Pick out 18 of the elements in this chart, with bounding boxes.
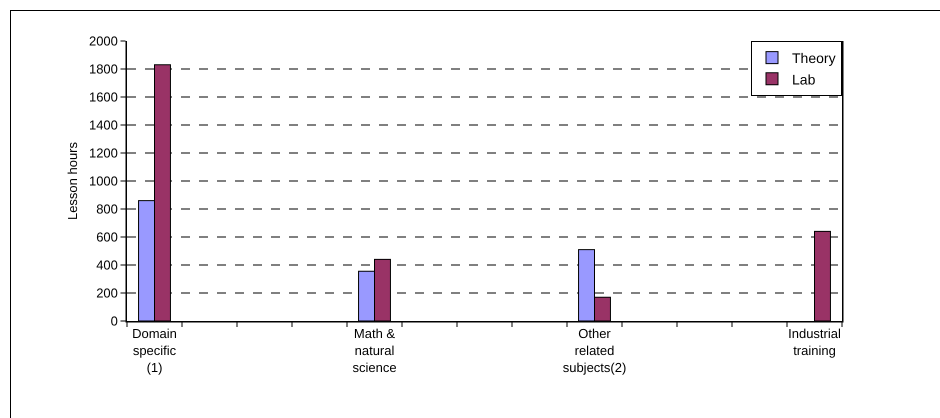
y-tick-label: 1000 xyxy=(88,174,118,189)
y-tick-label: 0 xyxy=(110,314,118,329)
y-tick-label: 1200 xyxy=(88,146,118,161)
x-tick-label: Industrial training xyxy=(788,326,841,358)
y-tick-label: 1400 xyxy=(88,118,118,133)
y-tick-label: 1800 xyxy=(88,62,118,77)
y-tick-label: 600 xyxy=(96,230,118,245)
y-tick-label: 800 xyxy=(96,202,118,217)
y-tick-label: 200 xyxy=(96,286,118,301)
x-tick-label: Math & natural science xyxy=(352,326,397,375)
x-tick-label: Domain specific (1) xyxy=(132,326,177,375)
y-tick-label: 400 xyxy=(96,258,118,273)
legend-label: Theory xyxy=(792,50,836,66)
legend-label: Lab xyxy=(792,71,816,88)
x-tick-label: Other related subjects(2) xyxy=(562,326,626,375)
y-tick-label: 1600 xyxy=(88,90,118,105)
y-axis-title: Lesson hours xyxy=(65,141,80,220)
y-tick-label: 2000 xyxy=(88,34,118,49)
